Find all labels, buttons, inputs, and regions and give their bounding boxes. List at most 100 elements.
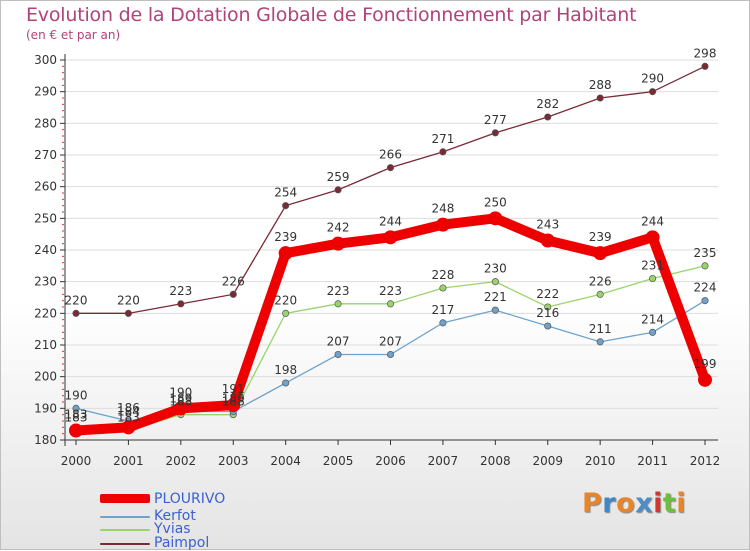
data-label-kerfot: 224 xyxy=(694,281,717,295)
logo-letter: r xyxy=(602,488,617,519)
data-label-plourivo: 244 xyxy=(379,214,402,228)
data-label-kerfot: 221 xyxy=(484,290,507,304)
data-label-yvias: 188 xyxy=(169,395,192,409)
data-label-kerfot: 207 xyxy=(379,335,402,349)
data-point-paimpol xyxy=(72,309,80,317)
y-tick-label: 270 xyxy=(34,148,57,162)
data-label-kerfot: 198 xyxy=(274,363,297,377)
data-label-plourivo: 242 xyxy=(327,221,350,235)
legend-swatch-plourivo xyxy=(100,494,150,503)
data-label-paimpol: 298 xyxy=(694,46,717,60)
x-tick-label: 2002 xyxy=(166,454,197,468)
logo-letter: o xyxy=(616,488,636,519)
data-label-yvias: 228 xyxy=(431,268,454,282)
x-tick-label: 2007 xyxy=(428,454,459,468)
data-label-paimpol: 223 xyxy=(169,284,192,298)
series-lines xyxy=(69,62,712,438)
data-point-kerfot xyxy=(282,379,290,387)
data-label-kerfot: 214 xyxy=(641,312,664,326)
chart-subtitle: (en € et par an) xyxy=(26,28,121,42)
data-label-kerfot: 211 xyxy=(589,322,612,336)
data-point-yvias xyxy=(701,262,709,270)
data-point-plourivo xyxy=(698,372,712,387)
logo-letter: x xyxy=(635,488,654,519)
data-label-plourivo: 199 xyxy=(694,357,717,371)
y-tick-label: 300 xyxy=(34,53,57,67)
x-tick-label: 2003 xyxy=(218,454,249,468)
data-label-yvias: 188 xyxy=(222,395,245,409)
proxiti-logo: Proxiti xyxy=(582,488,686,519)
data-point-plourivo xyxy=(121,420,136,435)
data-label-yvias: 222 xyxy=(536,287,559,301)
data-point-kerfot xyxy=(72,404,80,412)
data-point-paimpol xyxy=(386,164,395,172)
data-point-kerfot xyxy=(334,350,342,359)
data-point-kerfot xyxy=(649,328,657,336)
data-label-yvias: 183 xyxy=(65,411,88,425)
data-point-yvias xyxy=(649,274,657,283)
x-tick-label: 2006 xyxy=(375,454,406,468)
data-label-plourivo: 243 xyxy=(536,218,559,232)
data-label-paimpol: 220 xyxy=(117,293,140,307)
data-point-yvias xyxy=(544,303,552,311)
data-point-paimpol xyxy=(282,202,290,210)
data-point-plourivo xyxy=(540,233,555,248)
data-point-plourivo xyxy=(226,398,241,413)
y-tick-label: 220 xyxy=(34,306,57,320)
data-point-paimpol xyxy=(177,300,185,308)
x-tick-label: 2010 xyxy=(585,454,616,468)
x-tick-label: 2001 xyxy=(113,454,144,468)
y-tick-label: 240 xyxy=(34,243,57,257)
y-tick-label: 200 xyxy=(34,370,57,384)
x-tick-label: 2009 xyxy=(532,454,563,468)
data-label-yvias: 226 xyxy=(589,274,612,288)
grid-lines xyxy=(65,59,718,441)
data-point-paimpol xyxy=(229,290,237,298)
data-point-yvias xyxy=(282,309,290,317)
legend-swatch-kerfot xyxy=(100,516,150,518)
data-point-paimpol xyxy=(596,94,604,102)
data-point-yvias xyxy=(491,278,499,286)
data-point-kerfot xyxy=(544,322,552,330)
data-label-yvias: 231 xyxy=(641,259,664,273)
legend-swatch-yvias xyxy=(100,529,150,531)
data-point-plourivo xyxy=(435,217,450,232)
data-point-plourivo xyxy=(331,236,346,251)
data-label-kerfot: 216 xyxy=(536,306,559,320)
x-tick-label: 2012 xyxy=(690,454,721,468)
data-label-plourivo: 248 xyxy=(431,202,454,216)
legend-label-kerfot: Kerfot xyxy=(154,508,196,524)
data-labels: 220 220 223 226 254 259 266 271 277 282 288 290 298 1… xyxy=(65,46,717,424)
x-tick-label: 2011 xyxy=(637,454,668,468)
data-label-yvias: 220 xyxy=(274,293,297,307)
data-point-plourivo xyxy=(645,230,660,245)
data-point-plourivo xyxy=(593,246,608,261)
data-point-paimpol xyxy=(544,113,552,121)
data-label-paimpol: 220 xyxy=(65,293,88,307)
data-label-plourivo: 239 xyxy=(589,230,612,244)
x-tick-label: 2000 xyxy=(61,454,92,468)
data-label-yvias: 230 xyxy=(484,262,507,276)
data-point-paimpol xyxy=(334,186,342,194)
logo-letter: i xyxy=(676,488,687,519)
data-point-yvias xyxy=(334,300,342,308)
y-tick-label: 190 xyxy=(34,401,57,415)
data-label-kerfot: 207 xyxy=(327,335,350,349)
data-label-plourivo: 183 xyxy=(65,408,88,422)
data-point-paimpol xyxy=(649,88,657,96)
data-label-yvias: 223 xyxy=(327,284,350,298)
data-point-plourivo xyxy=(383,230,398,245)
data-point-yvias xyxy=(596,290,604,298)
data-point-kerfot xyxy=(386,350,395,359)
x-tick-label: 2004 xyxy=(270,454,301,468)
data-point-kerfot xyxy=(491,306,499,314)
data-label-kerfot: 190 xyxy=(65,388,88,402)
legend-label-yvias: Yvias xyxy=(154,521,191,537)
data-label-paimpol: 259 xyxy=(327,170,350,184)
data-point-paimpol xyxy=(439,148,447,156)
chart-title: Evolution de la Dotation Globale de Fonc… xyxy=(26,4,637,26)
data-point-yvias xyxy=(386,300,395,308)
data-point-plourivo xyxy=(488,211,503,226)
y-tick-label: 210 xyxy=(34,338,57,352)
y-tick-label: 250 xyxy=(34,211,57,225)
